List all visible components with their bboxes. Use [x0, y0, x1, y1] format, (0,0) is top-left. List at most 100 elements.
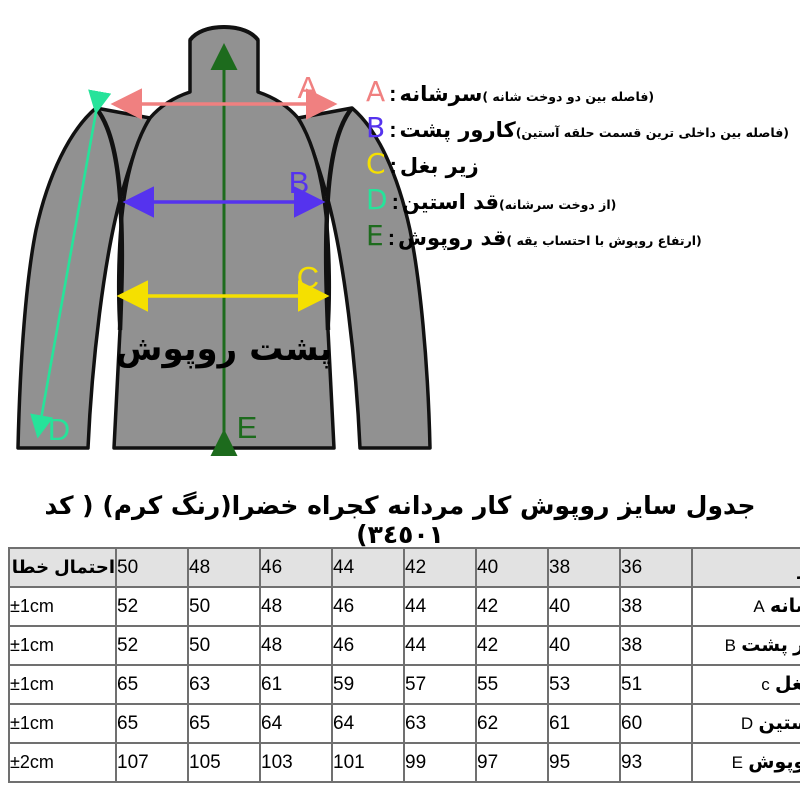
legend-separator: : — [391, 189, 399, 214]
legend-item-b: B : کارور پشت (فاصله بین داخلی ترین قسمت… — [364, 114, 794, 143]
row-label-letter: D — [740, 714, 754, 733]
cell: 38 — [619, 586, 693, 627]
cell: 48 — [259, 586, 333, 627]
cell: 99 — [403, 742, 477, 783]
cell: 105 — [187, 742, 261, 783]
cell: 103 — [259, 742, 333, 783]
legend-item-a: A : سرشانه (فاصله بین دو دوخت شانه ) — [364, 78, 794, 107]
cell: 42 — [475, 586, 549, 627]
header-size-2: 40 — [475, 547, 549, 588]
cell: 53 — [547, 664, 621, 705]
cell: 65 — [187, 703, 261, 744]
cell: 55 — [475, 664, 549, 705]
cell: 61 — [547, 703, 621, 744]
row-label-text: زیر بغل — [775, 674, 800, 695]
legend-title-d: قد استین — [401, 190, 499, 214]
row-error: ±1cm — [8, 625, 117, 666]
legend-note-a: (فاصله بین دو دوخت شانه ) — [482, 89, 655, 104]
table-row: کارور پشت B 38 40 42 44 46 48 50 52 ±1cm — [8, 625, 800, 666]
legend-letter-e: E — [366, 219, 384, 252]
row-error: ±2cm — [8, 742, 117, 783]
row-label-text: سرشانه — [770, 596, 800, 617]
cell: 46 — [331, 586, 405, 627]
cell: 42 — [475, 625, 549, 666]
header-size-1: 38 — [547, 547, 621, 588]
legend-item-d: D : قد استین (از دوخت سرشانه) — [364, 186, 794, 215]
cell: 63 — [403, 703, 477, 744]
header-size-5: 46 — [259, 547, 333, 588]
legend-item-c: C : زیر بغل — [364, 150, 794, 179]
cell: 64 — [331, 703, 405, 744]
header-error-label: احتمال خطا — [8, 547, 117, 588]
row-label-letter: A — [753, 597, 765, 616]
right-sleeve-shape — [296, 106, 432, 450]
cell: 40 — [547, 586, 621, 627]
legend-title-e: قد روپوش — [398, 226, 507, 250]
header-size-7: 50 — [115, 547, 189, 588]
header-size-0: 36 — [619, 547, 693, 588]
size-table-title: جدول سایز روپوش کار مردانه کجراه خضرا(رن… — [44, 491, 756, 549]
cell: 46 — [331, 625, 405, 666]
collar-shape — [188, 24, 260, 42]
header-size-6: 48 — [187, 547, 261, 588]
row-label-letter: B — [724, 636, 736, 655]
cell: 52 — [115, 586, 189, 627]
measure-line-d — [30, 89, 112, 439]
legend-separator: : — [387, 225, 396, 250]
header-size-4: 44 — [331, 547, 405, 588]
header-size-label: سایز — [691, 547, 800, 588]
legend-letter-d: D — [366, 183, 388, 216]
cell: 64 — [259, 703, 333, 744]
cell: 63 — [187, 664, 261, 705]
row-label-letter: c — [761, 675, 770, 694]
cell: 57 — [403, 664, 477, 705]
row-label-a: سرشانه A — [691, 586, 800, 627]
garment-back-label: پشت روپوش — [116, 329, 333, 369]
cell: 44 — [403, 586, 477, 627]
marker-label-b: B — [289, 165, 310, 200]
cell: 107 — [115, 742, 189, 783]
cell: 93 — [619, 742, 693, 783]
row-label-text: قد روپوش — [748, 752, 800, 773]
table-row: قد روپوش E 93 95 97 99 101 103 105 107 ±… — [8, 742, 800, 783]
legend-item-e: E : قد روپوش (ارتفاع روپوش با احتساب یقه… — [364, 222, 794, 251]
row-label-e: قد روپوش E — [691, 742, 800, 783]
cell: 44 — [403, 625, 477, 666]
table-header-row: سایز 36 38 40 42 44 46 48 50 احتمال خطا — [8, 547, 800, 588]
garment-diagram: A B C D E پشت روپوش — [16, 24, 432, 456]
jacket-illustration: A B C D E پشت روپوش — [16, 24, 432, 456]
header-size-3: 42 — [403, 547, 477, 588]
marker-label-e: E — [237, 410, 258, 445]
legend-title-a: سرشانه — [399, 82, 483, 106]
legend-separator: : — [389, 81, 397, 106]
legend-letter-b: B — [366, 111, 386, 144]
cell: 52 — [115, 625, 189, 666]
legend-title-b: کارور پشت — [399, 118, 516, 142]
cell: 50 — [187, 586, 261, 627]
cell: 62 — [475, 703, 549, 744]
measurement-legend: A : سرشانه (فاصله بین دو دوخت شانه ) B :… — [364, 78, 794, 258]
marker-label-a: A — [298, 70, 319, 105]
row-error: ±1cm — [8, 586, 117, 627]
row-label-letter: E — [731, 753, 743, 772]
cell: 97 — [475, 742, 549, 783]
legend-title-c: زیر بغل — [399, 154, 479, 178]
table-row: سرشانه A 38 40 42 44 46 48 50 52 ±1cm — [8, 586, 800, 627]
table-row: قد آستین D 60 61 62 63 64 64 65 65 ±1cm — [8, 703, 800, 744]
cell: 95 — [547, 742, 621, 783]
row-label-text: کارور پشت — [741, 635, 800, 656]
marker-label-d: D — [48, 412, 70, 447]
cell: 65 — [115, 664, 189, 705]
row-error: ±1cm — [8, 664, 117, 705]
cell: 50 — [187, 625, 261, 666]
legend-separator: : — [389, 117, 397, 142]
legend-separator: : — [389, 153, 397, 178]
marker-label-c: C — [297, 260, 319, 295]
legend-note-e: (ارتفاع روپوش با احتساب یقه ) — [506, 233, 702, 248]
cell: 48 — [259, 625, 333, 666]
legend-note-d: (از دوخت سرشانه) — [498, 197, 617, 212]
cell: 51 — [619, 664, 693, 705]
row-error: ±1cm — [8, 703, 117, 744]
cell: 65 — [115, 703, 189, 744]
